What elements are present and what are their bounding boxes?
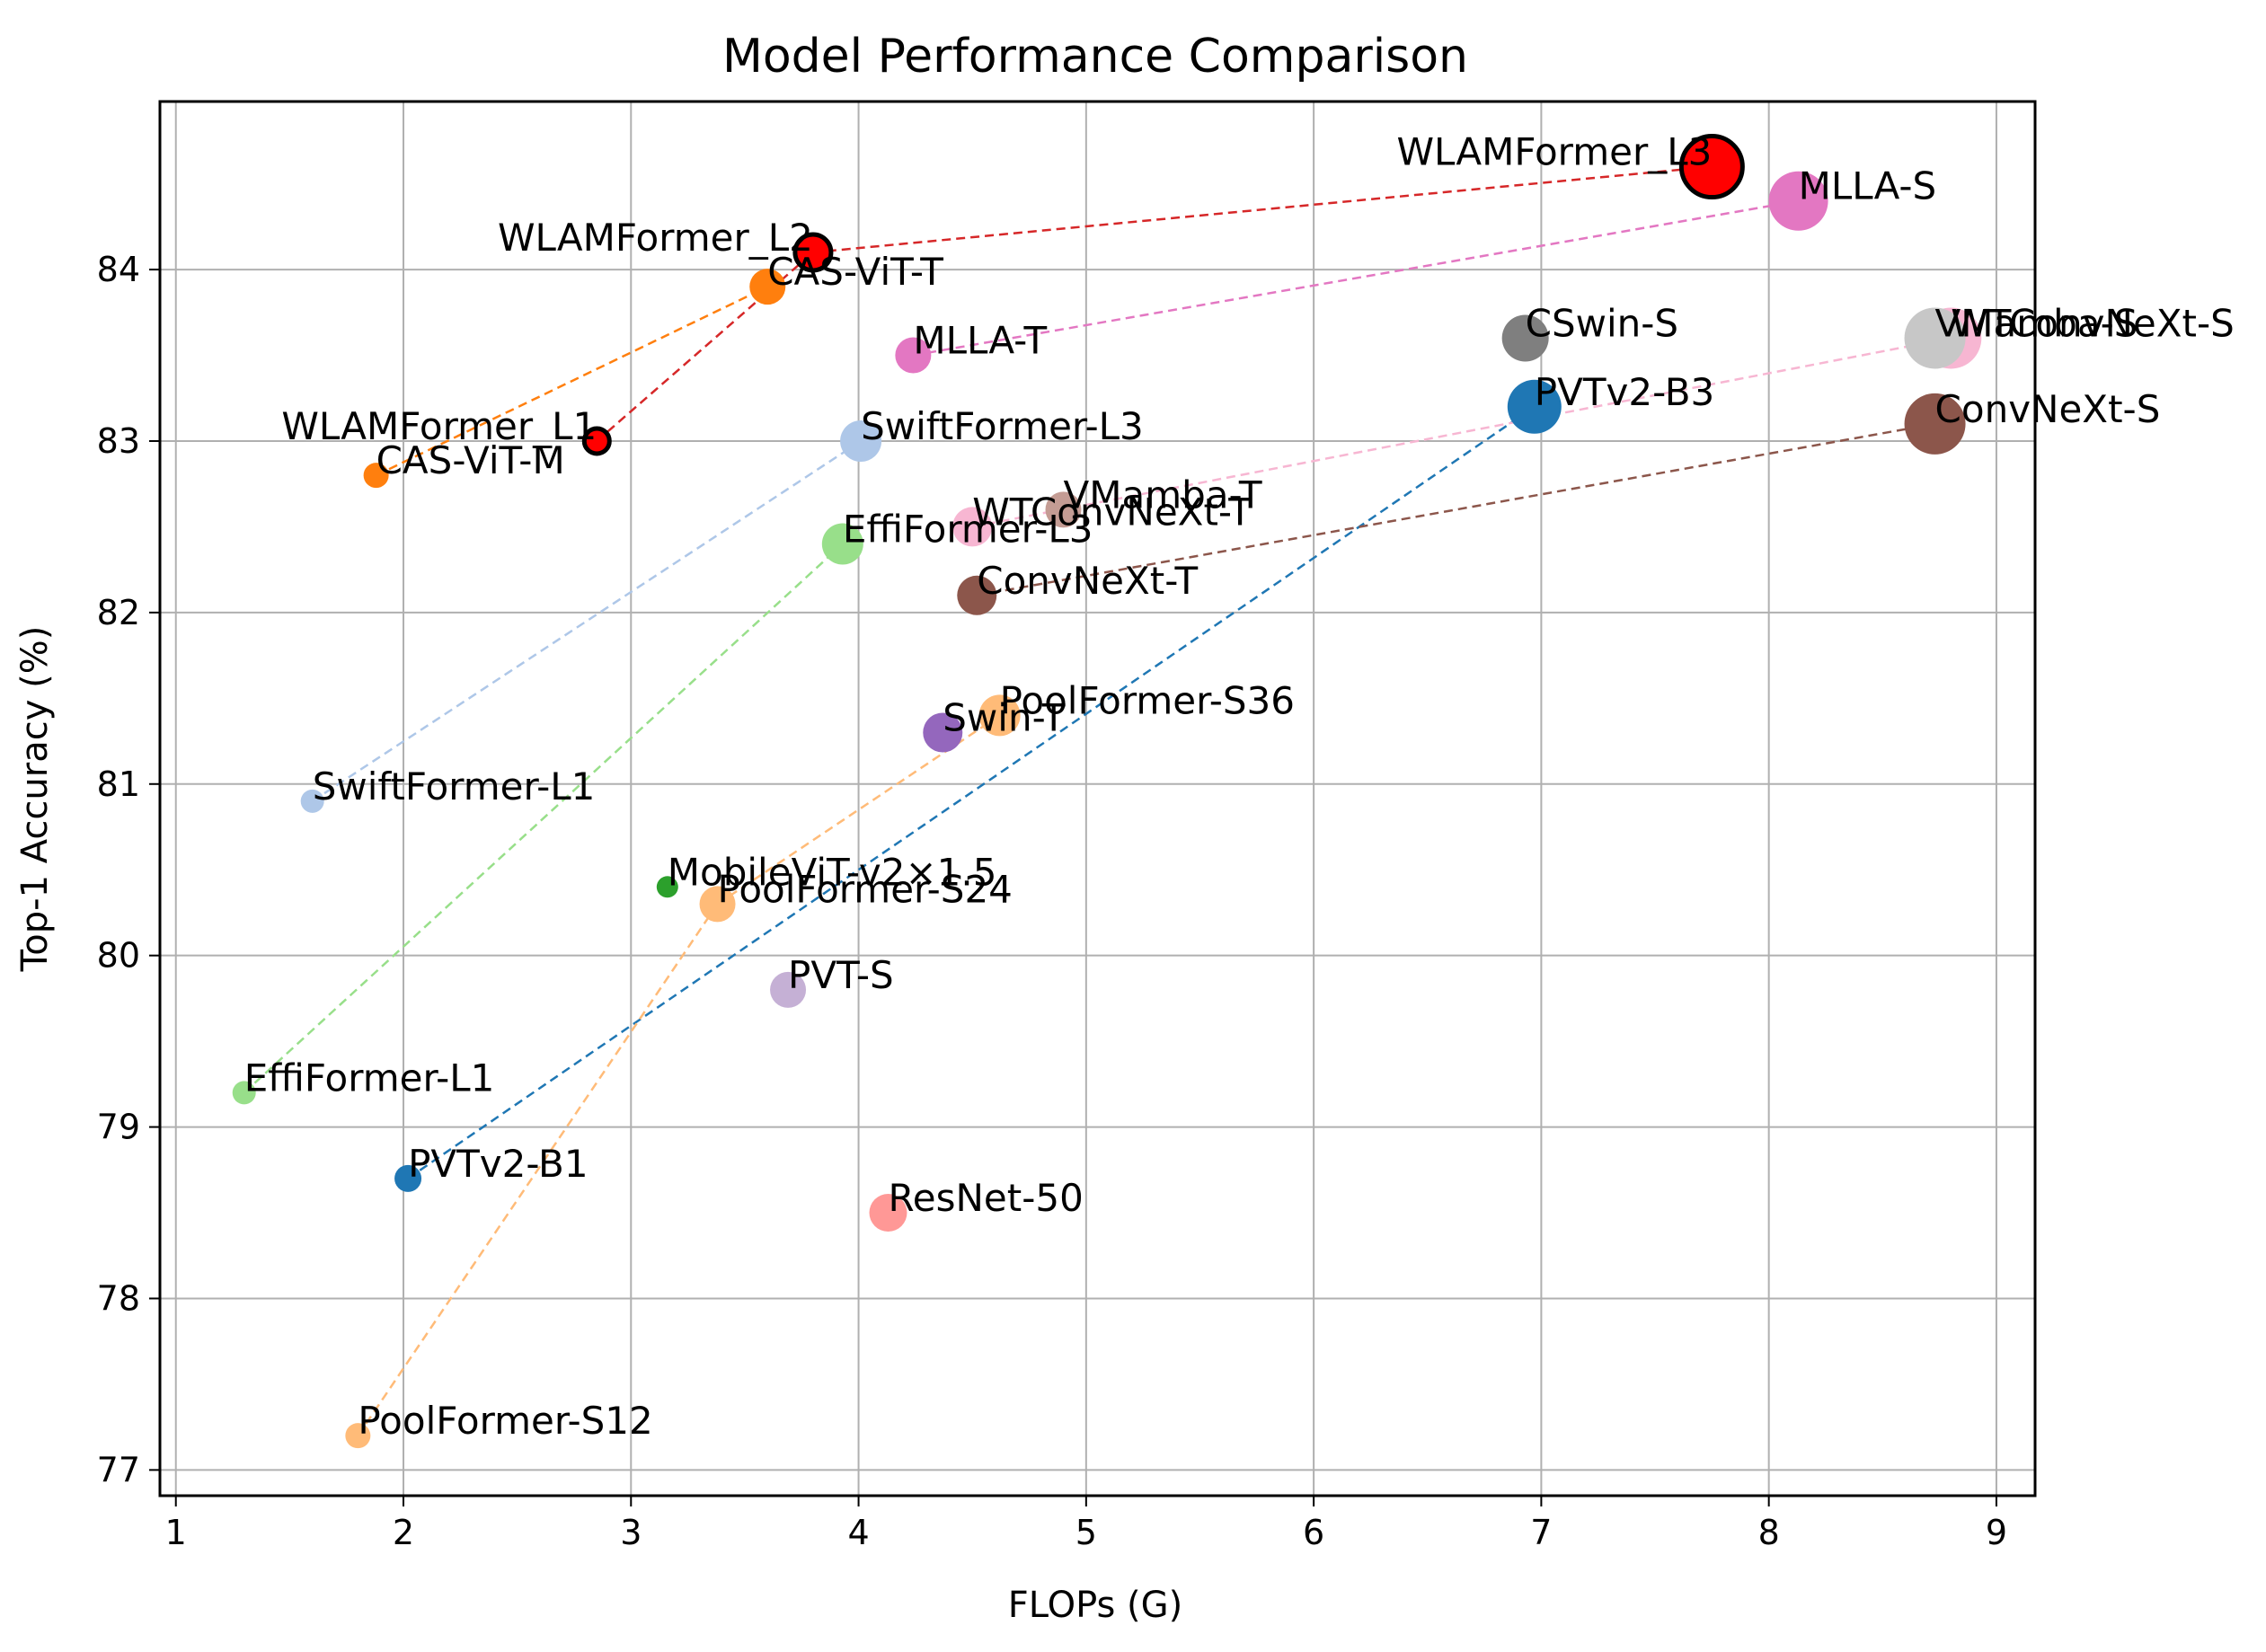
point-wlamformer-l3 xyxy=(1678,134,1745,200)
x-tick-label: 3 xyxy=(620,1513,642,1552)
point-cswin-s xyxy=(1501,314,1549,362)
point-labels: WLAMFormer_L3MLLA-SWLAMFormer_L2CAS-ViT-… xyxy=(244,130,2235,1444)
connection-poolformer-s12-to-poolformer-s24 xyxy=(357,903,719,1436)
label-swiftformer-l3: SwiftFormer-L3 xyxy=(861,404,1144,448)
point-mlla-s xyxy=(1768,171,1828,231)
label-vmamba-t: VMamba-T xyxy=(1064,473,1262,517)
x-tick-label: 5 xyxy=(1075,1513,1097,1552)
label-pvtv2-b3: PVTv2-B3 xyxy=(1535,370,1714,414)
x-tick-label: 4 xyxy=(847,1513,869,1552)
point-effiformer-l1 xyxy=(232,1081,256,1105)
y-tick-label: 80 xyxy=(97,936,140,976)
x-tick-label: 6 xyxy=(1303,1513,1324,1552)
label-convnext-s: ConvNeXt-S xyxy=(1935,387,2161,431)
label-poolformer-s24: PoolFormer-S24 xyxy=(718,867,1013,911)
point-pvtv2-b1 xyxy=(394,1164,422,1192)
connection-wlamformer-l2-to-wlamformer-l3 xyxy=(812,165,1713,254)
x-tick-label: 9 xyxy=(1986,1513,2007,1552)
point-swin-t xyxy=(923,712,963,753)
label-cswin-s: CSwin-S xyxy=(1526,301,1678,345)
label-pvt-s: PVT-S xyxy=(788,953,894,997)
label-swin-t: Swin-T xyxy=(943,696,1066,740)
data-points xyxy=(232,134,1982,1449)
label-poolformer-s12: PoolFormer-S12 xyxy=(358,1399,652,1443)
connection-effiformer-l1-to-effiformer-l3 xyxy=(243,543,844,1094)
label-mobilevit-v2-1-5: MobileViT-v2×1.5 xyxy=(668,850,997,894)
label-wtconvnext-s: WTConvNeXt-S xyxy=(1951,301,2235,345)
label-pvtv2-b1: PVTv2-B1 xyxy=(408,1142,588,1186)
point-vmamba-t xyxy=(1045,491,1082,528)
label-convnext-t: ConvNeXt-T xyxy=(977,559,1198,603)
point-mlla-t xyxy=(895,337,932,374)
y-tick-label: 79 xyxy=(97,1108,140,1147)
point-poolformer-s12 xyxy=(345,1423,371,1449)
y-tick-label: 84 xyxy=(97,250,140,289)
y-axis-label: Top-1 Accuracy (%) xyxy=(14,626,56,973)
plot-frame xyxy=(158,100,2037,1497)
point-pvt-s xyxy=(770,971,807,1008)
connection-wlamformer-l1-to-wlamformer-l2 xyxy=(596,252,814,442)
y-tick-label: 82 xyxy=(97,593,140,632)
x-tick-label: 2 xyxy=(393,1513,414,1552)
point-poolformer-s36 xyxy=(978,694,1021,737)
y-tick-label: 78 xyxy=(97,1278,140,1318)
point-cas-vit-m xyxy=(363,463,389,489)
y-tick-label: 77 xyxy=(97,1450,140,1489)
y-tick-label: 81 xyxy=(97,764,140,804)
grid xyxy=(160,102,2035,1496)
x-axis-ticks: 1 2 3 4 5 6 7 8 9 xyxy=(165,1496,2007,1552)
point-swiftformer-l3 xyxy=(840,420,882,462)
label-resnet-50: ResNet-50 xyxy=(888,1176,1083,1220)
label-swiftformer-l1: SwiftFormer-L1 xyxy=(313,764,596,808)
label-mlla-t: MLLA-T xyxy=(913,319,1047,363)
label-mlla-s: MLLA-S xyxy=(1799,164,1937,208)
point-convnext-s xyxy=(1904,393,1966,455)
label-cas-vit-m: CAS-ViT-M xyxy=(376,438,565,482)
x-tick-label: 1 xyxy=(165,1513,187,1552)
point-poolformer-s24 xyxy=(699,886,736,923)
y-tick-label: 83 xyxy=(97,421,140,461)
label-wlamformer-l1: WLAMFormer_L1 xyxy=(281,404,597,448)
label-effiformer-l1: EffiFormer-L1 xyxy=(244,1056,495,1100)
connection-wtconvnext-t-to-wtconvnext-s xyxy=(971,337,1952,528)
connection-lines xyxy=(243,165,1952,1436)
connection-convnext-t-to-convnext-s xyxy=(977,422,1935,597)
label-cas-vit-t: CAS-ViT-T xyxy=(767,250,943,294)
label-effiformer-l3: EffiFormer-L3 xyxy=(843,508,1093,552)
connection-mlla-t-to-mlla-s xyxy=(913,199,1799,357)
point-resnet-50 xyxy=(869,1194,907,1232)
y-axis-ticks: 77 78 79 80 81 82 83 84 xyxy=(97,250,160,1489)
point-cas-vit-t xyxy=(749,269,786,305)
point-swiftformer-l1 xyxy=(300,789,324,813)
label-wlamformer-l3: WLAMFormer_L3 xyxy=(1396,130,1712,174)
x-tick-label: 7 xyxy=(1530,1513,1552,1552)
x-tick-label: 8 xyxy=(1758,1513,1780,1552)
label-poolformer-s36: PoolFormer-S36 xyxy=(1000,678,1295,722)
point-wlamformer-l1 xyxy=(581,426,612,456)
connection-pvtv2-b1-to-pvtv2-b3 xyxy=(407,405,1536,1179)
connection-swiftformer-l1-to-swiftformer-l3 xyxy=(312,439,862,802)
label-wtconvnext-t: WTConvNeXt-T xyxy=(972,490,1252,534)
chart-title: Model Performance Comparison xyxy=(722,30,1468,84)
point-convnext-t xyxy=(957,575,997,615)
point-pvtv2-b3 xyxy=(1507,379,1562,434)
x-axis-label: FLOPs (G) xyxy=(1008,1585,1183,1626)
label-wlamformer-l2: WLAMFormer_L2 xyxy=(498,216,813,260)
point-effiformer-l3 xyxy=(821,523,863,565)
point-vmamba-s xyxy=(1904,307,1966,369)
point-wlamformer-l2 xyxy=(792,232,834,273)
point-wtconvnext-t xyxy=(952,507,993,547)
point-mobilevit-v2-1-5 xyxy=(656,876,678,898)
connection-cas-vit-m-to-cas-vit-t xyxy=(376,286,768,477)
